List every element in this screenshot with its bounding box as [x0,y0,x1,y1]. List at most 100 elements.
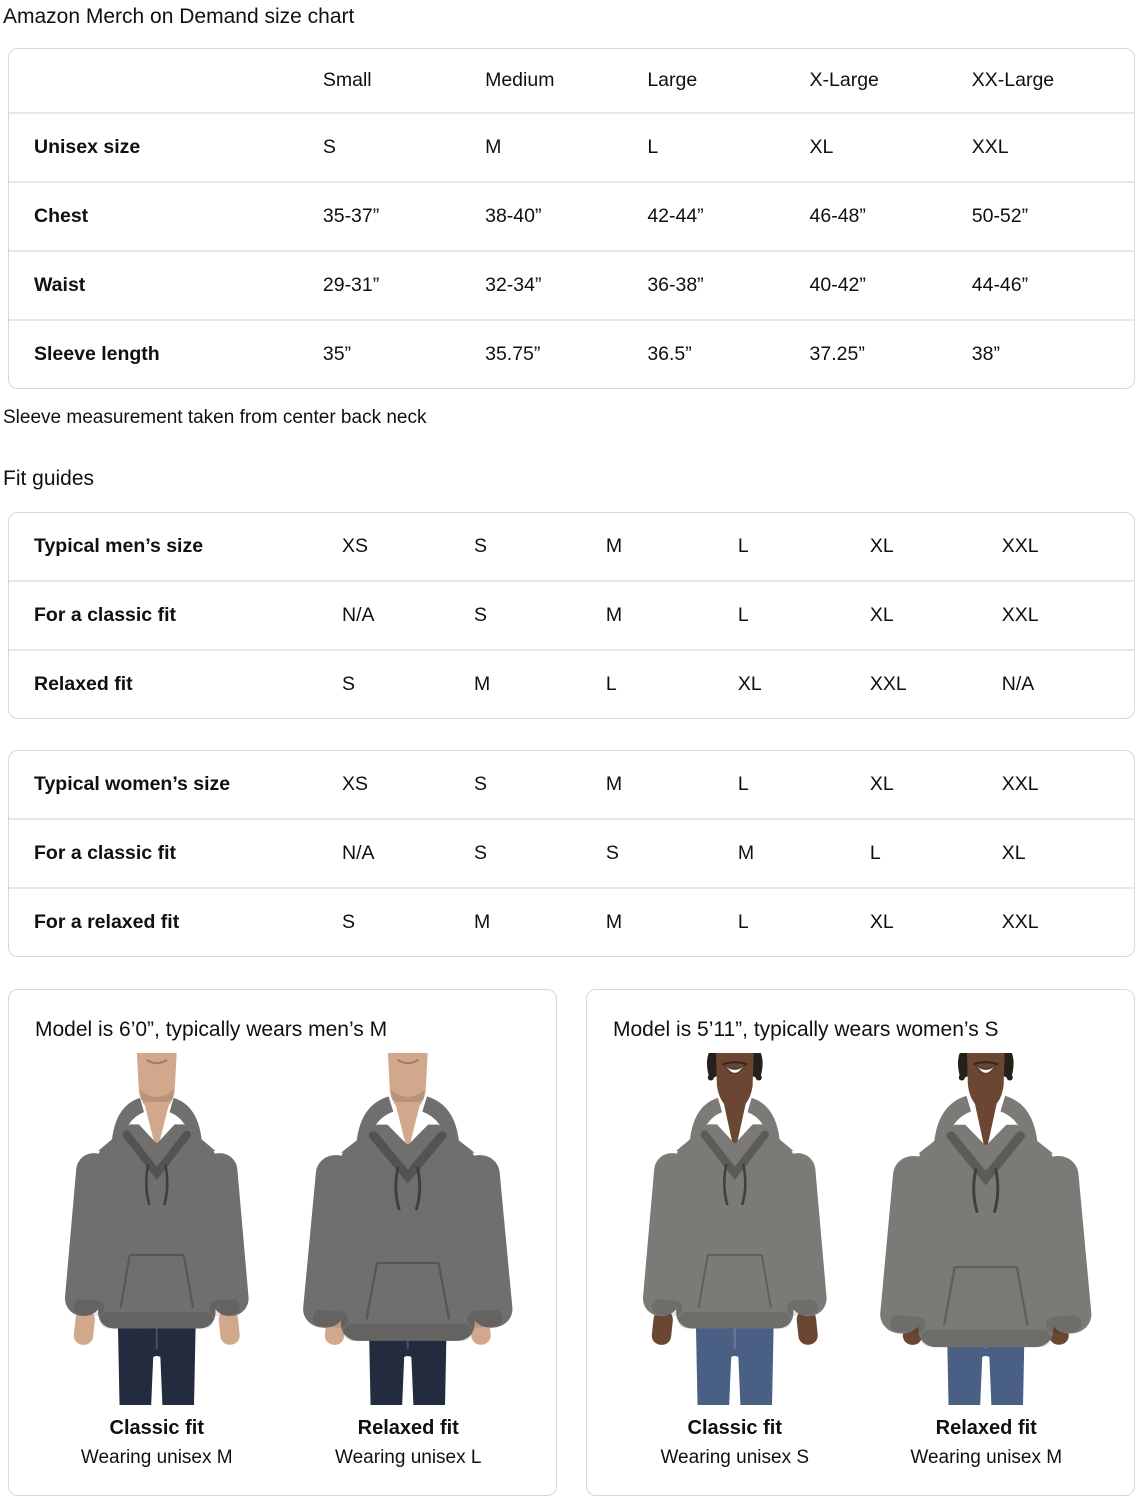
cell: XL [1001,842,1026,864]
row-label: For a classic fit [34,842,176,864]
cell: XXL [1001,535,1039,557]
header-cell: X-Large [809,69,879,91]
table-row: For a classic fit N/A S S M L XL [9,818,1134,887]
wearing-label: Wearing unisex S [660,1447,810,1468]
fit-label: Classic fit [687,1417,782,1439]
fit-guide-table-womens: Typical women’s size XS S M L XL XXL For… [8,750,1135,957]
cell: 29-31” [322,274,380,296]
model-photo-woman-classic [620,1053,850,1405]
table-row: Relaxed fit S M L XL XXL N/A [9,649,1134,718]
cell: XL [869,535,894,557]
cell: 44-46” [971,274,1029,296]
header-cell: Medium [485,69,555,91]
cell: M [473,911,491,933]
cell: 32-34” [485,274,542,296]
cell: S [473,773,487,795]
cell: 40-42” [809,274,866,296]
table-row: For a relaxed fit S M M L XL XXL [9,887,1134,956]
cell: XXL [971,136,1009,158]
fit-label: Relaxed fit [357,1417,459,1439]
row-label: Unisex size [34,136,141,158]
cell: XL [737,673,762,695]
cell: M [737,842,755,864]
cell: L [737,773,749,795]
table-row: For a classic fit N/A S M L XL XXL [9,580,1134,649]
wearing-label: Wearing unisex M [910,1447,1063,1468]
cell: 38-40” [485,205,542,227]
cell: 50-52” [971,205,1029,227]
cell: XL [869,911,894,933]
mens-model-card: Model is 6’0”, typically wears men’s M C… [8,989,557,1496]
fit-guides-title: Fit guides [3,467,95,490]
table-row: Sleeve length 35” 35.75” 36.5” 37.25” 38… [9,319,1134,388]
cell: N/A [342,842,375,864]
model-column: Classic fit Wearing unisex M [42,1053,272,1469]
cell: 38” [971,343,1000,365]
cell: L [737,604,749,626]
table-row: Waist 29-31” 32-34” 36-38” 40-42” 44-46” [9,250,1134,319]
model-photo-man-classic [42,1053,272,1405]
cell: L [647,136,659,158]
table-row: Typical men’s size XS S M L XL XXL [9,513,1134,580]
fit-label: Classic fit [109,1417,204,1439]
table-row: Chest 35-37” 38-40” 42-44” 46-48” 50-52” [9,181,1134,250]
cell: S [473,842,487,864]
cell: XL [869,773,894,795]
row-label: Sleeve length [34,343,160,365]
cell: S [473,604,487,626]
cell: M [605,535,623,557]
model-cards: Model is 6’0”, typically wears men’s M C… [8,989,1135,1496]
cell: XL [809,136,834,158]
mens-models-row: Classic fit Wearing unisex M Relaxed fit… [31,1053,534,1469]
cell: XS [342,535,369,557]
womens-model-card-header: Model is 5’11”, typically wears women’s … [613,1018,999,1041]
cell: L [737,911,749,933]
header-cell: Small [322,69,372,91]
header-cell: XX-Large [971,69,1055,91]
row-label: Typical women’s size [34,773,231,795]
row-label: Chest [34,205,89,227]
cell: M [485,136,502,158]
table-header-row: Small Medium Large X-Large XX-Large [9,49,1134,112]
fit-label: Relaxed fit [935,1417,1037,1439]
cell: 35-37” [322,205,380,227]
cell: XS [342,773,369,795]
cell: M [605,773,623,795]
cell: XXL [1001,911,1039,933]
cell: S [605,842,619,864]
cell: 35” [322,343,352,365]
cell: S [473,535,487,557]
model-photo-man-relaxed [293,1053,523,1405]
womens-model-card: Model is 5’11”, typically wears women’s … [586,989,1135,1496]
cell: 36.5” [647,343,692,365]
row-label: For a classic fit [34,604,176,626]
row-label: For a relaxed fit [34,911,180,933]
cell: 42-44” [647,205,704,227]
cell: XXL [869,673,907,695]
row-label: Typical men’s size [34,535,204,557]
cell: S [342,673,356,695]
cell: XXL [1001,773,1039,795]
model-column: Relaxed fit Wearing unisex M [871,1053,1101,1469]
cell: XXL [1001,604,1039,626]
cell: M [473,673,491,695]
cell: M [605,604,623,626]
cell: 35.75” [485,343,541,365]
cell: 36-38” [647,274,704,296]
cell: XL [869,604,894,626]
page-title: Amazon Merch on Demand size chart [3,5,355,28]
row-label: Waist [34,274,86,296]
cell: M [605,911,623,933]
table-row: Typical women’s size XS S M L XL XXL [9,751,1134,818]
model-column: Classic fit Wearing unisex S [620,1053,850,1469]
model-column: Relaxed fit Wearing unisex L [293,1053,523,1469]
cell: L [869,842,881,864]
cell: L [605,673,617,695]
wearing-label: Wearing unisex M [80,1447,233,1468]
cell: L [737,535,749,557]
size-chart-table: Small Medium Large X-Large XX-Large Unis… [8,48,1135,389]
cell: N/A [1001,673,1035,695]
table-row: Unisex size S M L XL XXL [9,112,1134,181]
womens-models-row: Classic fit Wearing unisex S Relaxed fit… [609,1053,1112,1469]
